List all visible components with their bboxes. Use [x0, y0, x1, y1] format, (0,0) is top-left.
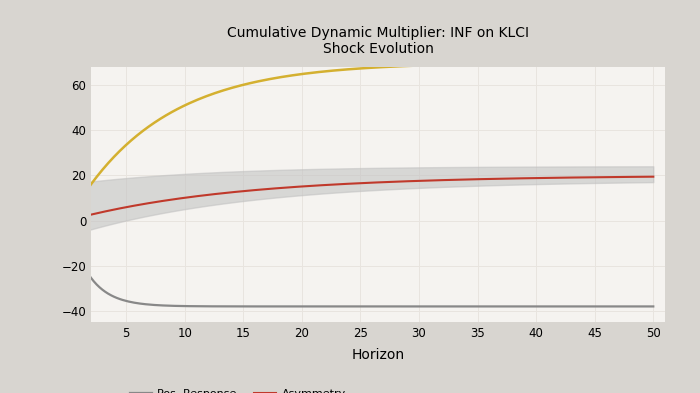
X-axis label: Horizon: Horizon — [351, 349, 405, 362]
Legend: Pos. Response, Neg. Response, Asymmetry, Asymmetry 95% CI: Pos. Response, Neg. Response, Asymmetry,… — [125, 384, 393, 393]
Title: Cumulative Dynamic Multiplier: INF on KLCI
Shock Evolution: Cumulative Dynamic Multiplier: INF on KL… — [227, 26, 529, 56]
